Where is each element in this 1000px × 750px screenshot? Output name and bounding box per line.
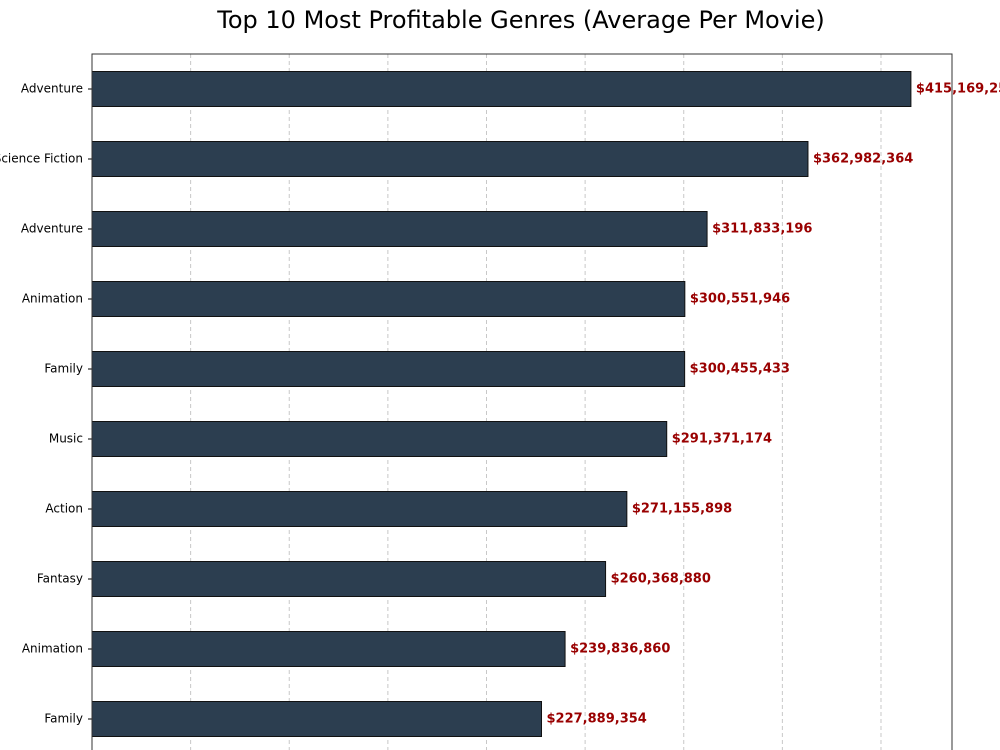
value-label: $239,836,860 bbox=[570, 642, 670, 657]
value-label: $291,371,174 bbox=[672, 432, 772, 447]
y-tick-label: Action bbox=[45, 502, 83, 516]
bar bbox=[91, 351, 686, 387]
y-tick-label: Music bbox=[49, 432, 83, 446]
bar bbox=[91, 561, 607, 597]
y-tick-label: Family bbox=[44, 362, 83, 376]
value-label: $227,889,354 bbox=[547, 712, 647, 727]
value-label: $415,169,250 bbox=[916, 82, 1000, 97]
bar bbox=[91, 491, 628, 527]
bar bbox=[91, 421, 668, 457]
y-tick-label: Animation bbox=[22, 642, 83, 656]
bar bbox=[91, 141, 809, 177]
y-tick-label: Animation bbox=[22, 292, 83, 306]
bar bbox=[91, 631, 566, 667]
bar bbox=[91, 71, 912, 107]
y-tick-label: Adventure bbox=[21, 222, 83, 236]
y-tick-label: Family bbox=[44, 712, 83, 726]
value-label: $271,155,898 bbox=[632, 502, 732, 517]
value-label: $300,551,946 bbox=[690, 292, 790, 307]
y-tick-label: Fantasy bbox=[37, 572, 83, 586]
value-label: $362,982,364 bbox=[813, 152, 913, 167]
y-tick-label: Adventure bbox=[21, 82, 83, 96]
bar bbox=[91, 211, 708, 247]
value-label: $260,368,880 bbox=[611, 572, 711, 587]
plot-frame bbox=[91, 53, 953, 750]
bar bbox=[91, 281, 686, 317]
chart-title: Top 10 Most Profitable Genres (Average P… bbox=[216, 6, 824, 34]
value-label: $311,833,196 bbox=[712, 222, 812, 237]
bar bbox=[91, 701, 543, 737]
value-label: $300,455,433 bbox=[690, 362, 790, 377]
y-tick-label: Science Fiction bbox=[0, 152, 83, 166]
